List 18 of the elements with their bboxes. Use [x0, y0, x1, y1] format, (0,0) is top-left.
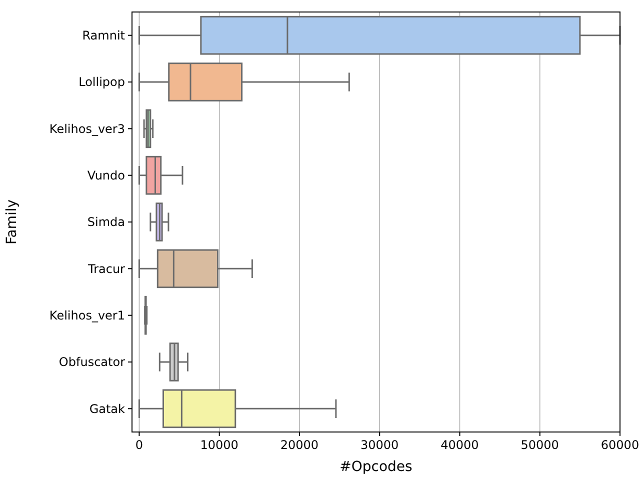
y-tick-label: Lollipop: [78, 75, 125, 90]
x-axis-title: #Opcodes: [340, 459, 412, 475]
x-tick-label: 0: [135, 438, 144, 452]
y-tick-label: Kelihos_ver1: [49, 308, 125, 323]
y-tick-label: Obfuscator: [58, 355, 126, 370]
x-tick-label: 30000: [360, 438, 399, 452]
y-tick-label: Simda: [87, 215, 125, 230]
y-tick-label: Vundo: [87, 168, 125, 183]
y-tick-label: Tracur: [87, 262, 126, 276]
x-tick-label: 60000: [600, 438, 640, 452]
y-tick-label: Gatak: [89, 402, 126, 416]
x-tick-label: 20000: [280, 438, 319, 452]
x-tick-label: 40000: [440, 438, 479, 452]
x-tick-label: 10000: [200, 438, 238, 452]
x-tick-label: 50000: [520, 438, 559, 452]
y-tick-label: Kelihos_ver3: [49, 122, 125, 136]
y-axis-title: Family: [4, 199, 20, 245]
y-tick-label: Ramnit: [82, 28, 126, 43]
